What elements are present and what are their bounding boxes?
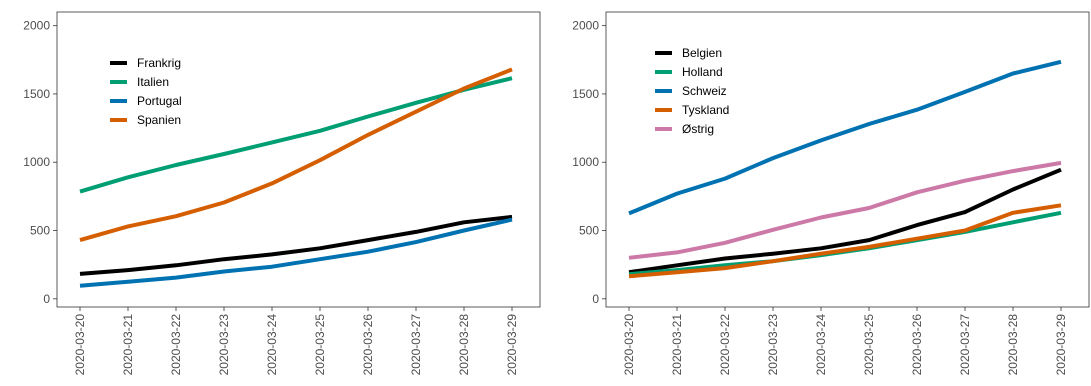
y-tick-label: 0 (43, 292, 50, 306)
plot-panel-border (605, 11, 1090, 308)
x-tick-label: 2020-03-23 (217, 314, 231, 376)
y-tick-label: 1000 (23, 155, 50, 169)
x-tick-label: 2020-03-25 (313, 314, 327, 376)
x-tick-label: 2020-03-22 (169, 314, 183, 376)
chart-panel-1: 0 500 1000 1500 2000 2020-03-20 2020-03-21 2020… (23, 11, 541, 376)
plot-panel-border (56, 11, 541, 308)
x-tick-label: 2020-03-28 (457, 314, 471, 376)
legend-label: Portugal (137, 94, 182, 108)
x-tick-label: 2020-03-20 (622, 314, 636, 376)
legend: Belgien Holland Schweiz Tyskland Østrig (655, 46, 729, 136)
y-tick-label: 500 (30, 224, 50, 238)
x-tick-label: 2020-03-23 (766, 314, 780, 376)
x-tick-label: 2020-03-29 (1054, 314, 1068, 376)
series-line-frankrig (79, 214, 513, 276)
y-tick-label: 2000 (572, 19, 599, 33)
series-line-belgien (628, 167, 1062, 275)
x-tick-label: 2020-03-20 (73, 314, 87, 376)
x-tick-label: 2020-03-21 (670, 314, 684, 376)
x-tick-label: 2020-03-24 (814, 314, 828, 376)
legend-label: Tyskland (682, 103, 729, 117)
x-tick-label: 2020-03-28 (1006, 314, 1020, 376)
x-tick-label: 2020-03-25 (862, 314, 876, 376)
series-line-spanien (79, 67, 513, 243)
x-tick-label: 2020-03-22 (718, 314, 732, 376)
y-tick-label: 1500 (23, 87, 50, 101)
y-tick-label: 0 (592, 292, 599, 306)
y-tick-label: 1500 (572, 87, 599, 101)
x-tick-label: 2020-03-21 (121, 314, 135, 376)
x-tick-label: 2020-03-29 (505, 314, 519, 376)
x-tick-label: 2020-03-27 (409, 314, 423, 376)
legend-label: Italien (137, 75, 169, 89)
x-tick-label: 2020-03-24 (265, 314, 279, 376)
y-tick-label: 500 (579, 224, 599, 238)
x-tick-label: 2020-03-26 (910, 314, 924, 376)
series-line-italien (79, 76, 513, 194)
series-line-tyskland (628, 203, 1062, 279)
legend-label: Holland (682, 65, 723, 79)
series-line-schweiz (628, 59, 1062, 216)
series-line-østrig (628, 160, 1062, 260)
y-tick-label: 2000 (23, 19, 50, 33)
legend-label: Schweiz (682, 84, 727, 98)
legend-label: Frankrig (137, 56, 181, 70)
legend-label: Belgien (682, 46, 722, 60)
legend: Frankrig Italien Portugal Spanien (110, 56, 182, 127)
series-line-portugal (79, 217, 513, 288)
legend-label: Østrig (682, 122, 714, 136)
legend-label: Spanien (137, 113, 181, 127)
y-tick-label: 1000 (572, 155, 599, 169)
x-tick-label: 2020-03-27 (958, 314, 972, 376)
x-tick-label: 2020-03-26 (361, 314, 375, 376)
chart-panel-2: 0 500 1000 1500 2000 2020-03-20 2020-03-21 2020… (572, 11, 1090, 376)
